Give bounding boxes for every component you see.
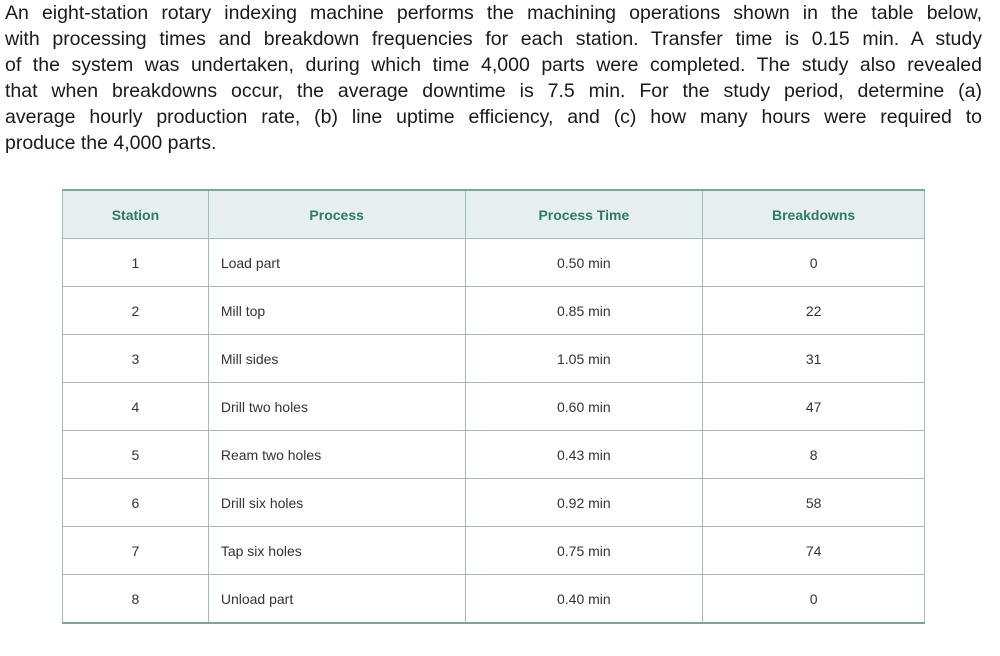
header-cell: Process Time xyxy=(464,189,704,239)
table-cell: 7 xyxy=(62,526,209,575)
problem-line: of the system was undertaken, during whi… xyxy=(5,54,982,76)
table-cell: Load part xyxy=(207,238,466,287)
table-cell: 0 xyxy=(702,574,925,624)
table-row: 6 Drill six holes 0.92 min 58 xyxy=(62,478,925,527)
header-cell: Breakdowns xyxy=(702,189,925,239)
table-row: 7 Tap six holes 0.75 min 74 xyxy=(62,526,925,575)
header-cell: Station xyxy=(62,189,209,239)
table-cell: Ream two holes xyxy=(207,430,466,479)
table-cell: 0.60 min xyxy=(464,382,704,431)
table-row: 3 Mill sides 1.05 min 31 xyxy=(62,334,925,383)
table-cell: 0.92 min xyxy=(464,478,704,527)
table-cell: 8 xyxy=(62,574,209,624)
table-row: 2 Mill top 0.85 min 22 xyxy=(62,286,925,335)
table-cell: 0.40 min xyxy=(464,574,704,624)
table-row: 5 Ream two holes 0.43 min 8 xyxy=(62,430,925,479)
table-cell: 0.85 min xyxy=(464,286,704,335)
table-cell: 0.75 min xyxy=(464,526,704,575)
table-cell: Drill six holes xyxy=(207,478,466,527)
table-row: 1 Load part 0.50 min 0 xyxy=(62,238,925,287)
table-cell: Mill sides xyxy=(207,334,466,383)
station-table: Station Process Process Time Breakdowns 1 Lo… xyxy=(62,189,925,624)
table-row: 4 Drill two holes 0.60 min 47 xyxy=(62,382,925,431)
table-cell: 1.05 min xyxy=(464,334,704,383)
table-cell: Tap six holes xyxy=(207,526,466,575)
table-row: 8 Unload part 0.40 min 0 xyxy=(62,574,925,624)
table-cell: 47 xyxy=(702,382,925,431)
table-cell: Mill top xyxy=(207,286,466,335)
table-cell: 6 xyxy=(62,478,209,527)
table-cell: 3 xyxy=(62,334,209,383)
table-cell: 2 xyxy=(62,286,209,335)
table-cell: 74 xyxy=(702,526,925,575)
table-cell: 0 xyxy=(702,238,925,287)
problem-line: produce the 4,000 parts. xyxy=(5,132,217,154)
problem-line: average hourly production rate, (b) line… xyxy=(5,106,982,128)
table-cell: 4 xyxy=(62,382,209,431)
problem-text: An eight-station rotary indexing machine… xyxy=(5,0,982,156)
table-cell: 0.43 min xyxy=(464,430,704,479)
table-header: Station Process Process Time Breakdowns xyxy=(62,189,925,239)
problem-line: that when breakdowns occur, the average … xyxy=(5,80,982,102)
table-body: 1 Load part 0.50 min 0 2 Mill top 0.85 min 22 3 M… xyxy=(62,238,925,624)
table-cell: 58 xyxy=(702,478,925,527)
problem-line: with processing times and breakdown freq… xyxy=(5,28,982,50)
table-cell: 5 xyxy=(62,430,209,479)
header-row: Station Process Process Time Breakdowns xyxy=(62,189,925,239)
table-cell: 8 xyxy=(702,430,925,479)
table-cell: Drill two holes xyxy=(207,382,466,431)
header-cell: Process xyxy=(207,189,466,239)
table-cell: 22 xyxy=(702,286,925,335)
table-cell: 0.50 min xyxy=(464,238,704,287)
table-cell: 31 xyxy=(702,334,925,383)
table-cell: Unload part xyxy=(207,574,466,624)
table-cell: 1 xyxy=(62,238,209,287)
problem-line: An eight-station rotary indexing machine… xyxy=(5,2,982,24)
